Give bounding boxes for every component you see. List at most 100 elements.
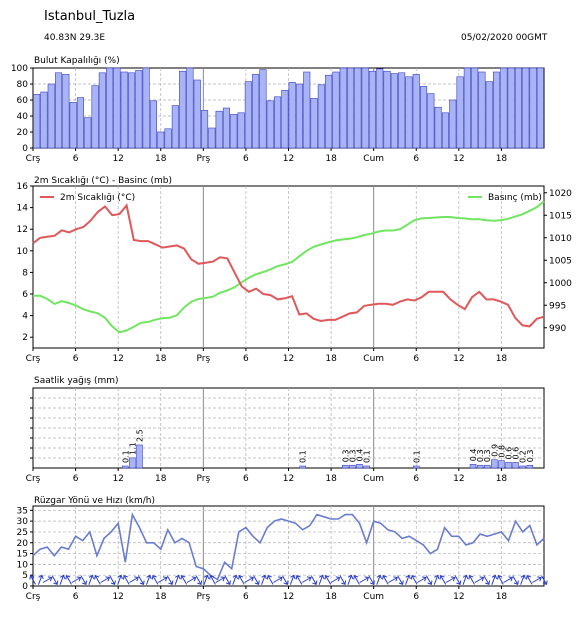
wind-arrow-shaft (88, 575, 93, 585)
wind-arrow-head (491, 574, 498, 580)
panel-title: 2m Sıcaklığı (°C) - Basinc (mb) (34, 176, 172, 186)
cloud-bar (186, 67, 194, 149)
wind-arrow-head (520, 574, 526, 580)
wind-arrow-shaft (281, 575, 288, 585)
precip-value-label: 0.1 (363, 450, 372, 463)
y2-tick-label: 1000 (549, 279, 572, 289)
wind-arrow (180, 574, 188, 585)
cloud-bar (310, 98, 318, 149)
wind-arrow (232, 574, 239, 585)
wind-arrow (454, 575, 462, 586)
precip-value-label: 0.6 (512, 447, 521, 460)
x-tick-label: Crş (26, 474, 41, 484)
wind-arrow-shaft (483, 575, 490, 585)
wind-arrow-head (513, 580, 519, 586)
x-tick-label: 18 (496, 474, 508, 484)
wind-arrow-shaft (267, 575, 274, 585)
wind-arrow-shaft (224, 575, 231, 585)
wind-arrow-shaft (157, 577, 168, 583)
wind-arrow-head (38, 574, 44, 580)
wind-arrow-head (82, 580, 88, 586)
wind-arrow-shaft (497, 575, 504, 585)
wind-arrow-shaft (339, 575, 346, 585)
wind-arrow (462, 574, 469, 585)
x-tick-label: Cum (363, 592, 384, 602)
panel-title: Saatlik yağış (mm) (34, 376, 119, 386)
cloud-bar (259, 69, 267, 149)
precip-value-label: 0.1 (299, 450, 308, 463)
wind-arrow-shaft (146, 575, 151, 585)
wind-arrow-head (341, 580, 347, 586)
wind-arrow (497, 574, 504, 585)
y-tick-label: 100 (11, 64, 28, 74)
wind-arrow-head (542, 580, 548, 586)
wind-arrow-shaft (129, 577, 139, 583)
precip-bar (512, 462, 519, 469)
cloud-bar (171, 105, 179, 149)
wind-arrow (353, 574, 360, 585)
wind-arrow (318, 574, 325, 585)
cloud-bar (164, 128, 172, 149)
wind-arrow-shaft (296, 575, 303, 585)
cloud-bar (478, 71, 486, 149)
wind-arrow-head (53, 580, 59, 586)
x-tick-label: 18 (155, 354, 167, 364)
wind-arrow-head (369, 580, 375, 586)
wind-arrow-shaft (411, 575, 418, 585)
wind-arrow-shaft (66, 575, 72, 585)
precip-value-label: 0.1 (412, 450, 421, 463)
wind-arrow (433, 574, 440, 585)
x-tick-label: Cum (363, 354, 384, 364)
wind-arrow (253, 575, 260, 586)
y-tick-label: 15 (17, 550, 28, 560)
wind-arrow-shaft (289, 575, 295, 585)
wind-arrow (339, 575, 347, 586)
cloud-bar (376, 68, 384, 149)
precip-bar (299, 465, 306, 469)
wind-arrow (215, 576, 226, 583)
wind-arrow-head (168, 580, 174, 586)
cloud-bar (237, 112, 245, 149)
cloud-bar (273, 96, 282, 149)
cloud-bar (368, 70, 377, 149)
wind-arrow-shaft (532, 577, 542, 583)
wind-arrow (203, 574, 210, 585)
y-tick-label: 5 (22, 571, 28, 581)
wind-arrow-head (249, 576, 254, 582)
pressure-line (33, 200, 545, 334)
y-tick-label: 20 (17, 539, 29, 549)
wind-arrow-head (29, 574, 35, 580)
station-name: Istanbul_Tuzla (44, 9, 136, 24)
cloud-bar (536, 67, 544, 149)
y2-tick-label: 1015 (549, 211, 572, 221)
cloud-bar (135, 70, 143, 149)
cloud-bar (522, 67, 530, 149)
wind-arrow (129, 576, 139, 583)
panel-4: Crş 6 12 18 Prş 6 12 18 Cum 6 12 18 Rüzgar Yönü ve H… (17, 496, 548, 602)
wind-arrow-shaft (138, 575, 144, 585)
precip-value-label: 0.4 (469, 449, 478, 462)
wind-arrow (109, 575, 116, 586)
cloud-bar (33, 94, 41, 149)
wind-arrow (273, 576, 283, 583)
cloud-bar (142, 67, 150, 149)
wind-arrow-head (88, 574, 95, 580)
wind-arrow-shaft (526, 575, 533, 585)
wind-arrow-head (65, 574, 71, 580)
y-tick-label: 14 (17, 204, 29, 214)
x-tick-label: 6 (413, 592, 419, 602)
wind-arrow-head (180, 574, 186, 580)
x-tick-label: Prş (196, 354, 210, 364)
y-tick-label: 20 (17, 128, 29, 138)
wind-arrow (483, 575, 491, 586)
cloud-bar (157, 131, 165, 149)
wind-arrow (382, 574, 389, 585)
wind-arrow-shaft (469, 575, 475, 585)
wind-arrow (368, 575, 375, 586)
x-tick-label: 12 (112, 154, 123, 164)
wind-arrow (65, 574, 72, 585)
x-tick-label: Crş (26, 154, 41, 164)
wind-arrow (359, 576, 370, 583)
wind-arrow-head (94, 574, 100, 580)
wind-arrow-head (254, 580, 260, 586)
